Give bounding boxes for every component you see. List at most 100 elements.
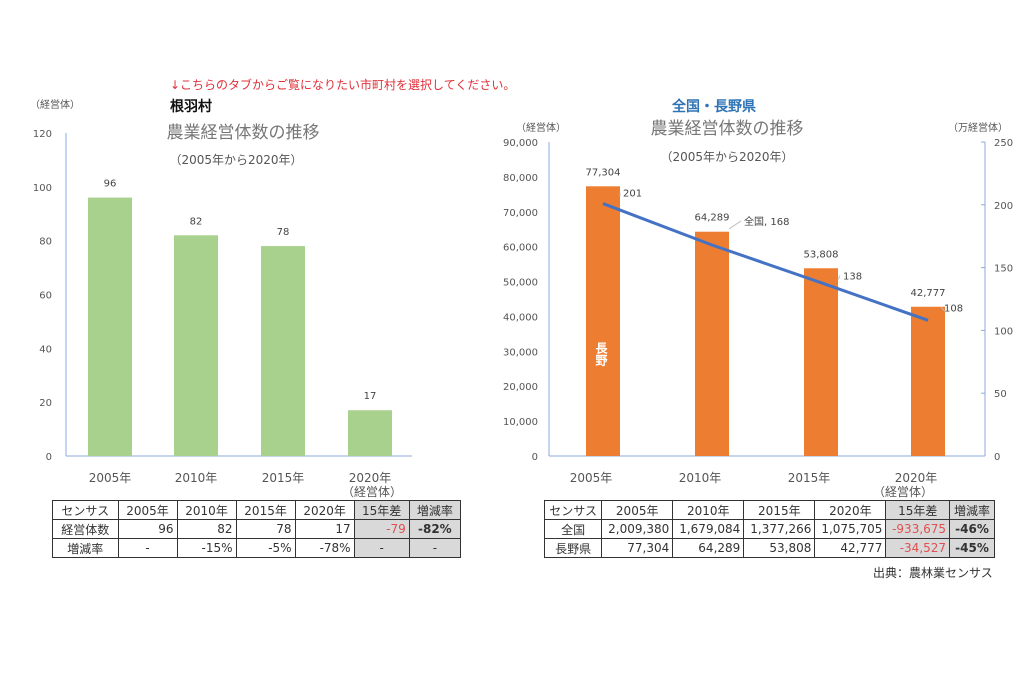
- y-axis-label: （経営体）: [516, 121, 566, 134]
- line-data-label: 108: [944, 303, 963, 314]
- column-header: 2015年: [235, 500, 296, 520]
- bar: [911, 306, 945, 456]
- bar-data-label: 42,777: [911, 288, 946, 299]
- y-tick-label: 50,000: [503, 278, 538, 289]
- table-cell: 82: [176, 519, 237, 539]
- column-header: センサス: [52, 500, 119, 520]
- x-tick-label: 2005年: [570, 471, 613, 485]
- y-tick-label: 60: [39, 291, 52, 302]
- y-tick-label: 20,000: [503, 382, 538, 393]
- y-tick-label: 10,000: [503, 417, 538, 428]
- y2-tick-label: 150: [994, 264, 1013, 275]
- y-tick-label: 0: [532, 452, 538, 463]
- table-cell: 増減率: [52, 538, 119, 558]
- bar-data-label: 64,289: [695, 213, 730, 224]
- village-table: センサス 2005年 2010年 2015年 2020年 15年差 増減率 経営体数 96 82 7…: [52, 500, 462, 558]
- y2-tick-label: 200: [994, 201, 1013, 212]
- bar: [88, 197, 132, 456]
- column-header: 2015年: [743, 500, 816, 520]
- column-header: 増減率: [408, 500, 462, 520]
- y-axis-label: （経営体）: [30, 98, 80, 111]
- bar: [174, 235, 218, 456]
- national-table: センサス 2005年 2010年 2015年 2020年 15年差 増減率 全国 2,009,3…: [543, 500, 995, 558]
- table-cell: -34,527: [885, 538, 951, 558]
- table-cell: 17: [294, 519, 355, 539]
- bar: [586, 186, 620, 457]
- y-tick-label: 100: [33, 183, 52, 194]
- x-tick-label: 2015年: [788, 471, 831, 485]
- y2-tick-label: 100: [994, 326, 1013, 337]
- series-name-label: 長野: [594, 341, 608, 367]
- bar-data-label: 53,808: [804, 249, 839, 260]
- table-cell: 2,009,380: [601, 519, 674, 539]
- national-prefecture-heading: 全国・長野県: [672, 99, 756, 115]
- table-cell: -: [117, 538, 178, 558]
- table-cell: -46%: [949, 519, 995, 539]
- y2-tick-label: 0: [994, 452, 1000, 463]
- table-row: 経営体数 96 82 78 17 -79 -82%: [52, 519, 462, 539]
- line-data-label: 全国, 168: [744, 215, 789, 228]
- table-row: 増減率 - -15% -5% -78% - -: [52, 538, 462, 558]
- table-cell: 長野県: [543, 538, 603, 558]
- y-tick-label: 0: [46, 452, 52, 463]
- y2-axis-label: （万経営体）: [948, 121, 1008, 134]
- y-tick-label: 40,000: [503, 312, 538, 323]
- bar-data-label: 77,304: [586, 167, 621, 178]
- table-cell: -78%: [294, 538, 355, 558]
- municipality-name: 根羽村: [170, 99, 212, 115]
- line-data-label: 138: [843, 272, 862, 283]
- table-cell: 経営体数: [52, 519, 119, 539]
- data-label: 17: [364, 391, 377, 402]
- column-header: 2010年: [176, 500, 237, 520]
- column-header: 2005年: [601, 500, 674, 520]
- table-cell: 64,289: [672, 538, 745, 558]
- leader-line: [728, 220, 742, 230]
- y2-tick-label: 250: [994, 138, 1013, 149]
- x-tick-label: 2005年: [89, 471, 132, 485]
- table-row: 長野県 77,304 64,289 53,808 42,777 -34,527 -45%: [543, 538, 995, 558]
- source-note: 出典：農林業センサス: [873, 566, 993, 580]
- column-header: 15年差: [353, 500, 410, 520]
- y-tick-label: 40: [39, 344, 52, 355]
- y-tick-label: 20: [39, 398, 52, 409]
- chart-title: 農業経営体数の推移: [651, 119, 804, 139]
- table-cell: 53,808: [743, 538, 816, 558]
- table-cell: -933,675: [885, 519, 951, 539]
- table-cell: 78: [235, 519, 296, 539]
- table-cell: 1,377,266: [743, 519, 816, 539]
- x-tick-label: 2010年: [175, 471, 218, 485]
- notice-text: ↓こちらのタブからご覧になりたい市町村を選択してください。: [170, 78, 516, 92]
- column-header: センサス: [543, 500, 603, 520]
- y-tick-label: 30,000: [503, 347, 538, 358]
- data-label: 78: [277, 227, 290, 238]
- bar: [804, 268, 838, 456]
- x-tick-label: 2010年: [679, 471, 722, 485]
- table-cell: -45%: [949, 538, 995, 558]
- table-cell: 96: [117, 519, 178, 539]
- chart-subtitle: （2005年から2020年）: [660, 150, 793, 164]
- table-cell: -79: [353, 519, 410, 539]
- bar: [695, 231, 729, 456]
- table-cell: -: [408, 538, 462, 558]
- y-tick-label: 60,000: [503, 243, 538, 254]
- column-header: 2020年: [814, 500, 887, 520]
- x-tick-label: 2020年: [349, 471, 392, 485]
- column-header: 2010年: [672, 500, 745, 520]
- table-cell: 1,679,084: [672, 519, 745, 539]
- column-header: 2005年: [117, 500, 178, 520]
- y-tick-label: 90,000: [503, 138, 538, 149]
- table-cell: -5%: [235, 538, 296, 558]
- table-header-row: センサス 2005年 2010年 2015年 2020年 15年差 増減率: [52, 500, 462, 520]
- y-tick-label: 70,000: [503, 208, 538, 219]
- x-tick-label: 2020年: [895, 471, 938, 485]
- leader-line: [940, 306, 946, 312]
- chart-subtitle: （2005年から2020年）: [169, 153, 302, 167]
- x-tick-label: 2015年: [262, 471, 305, 485]
- table-header-row: センサス 2005年 2010年 2015年 2020年 15年差 増減率: [543, 500, 995, 520]
- column-header: 増減率: [949, 500, 995, 520]
- bar: [261, 246, 305, 456]
- column-header: 15年差: [885, 500, 951, 520]
- table-cell: 42,777: [814, 538, 887, 558]
- table-cell: 77,304: [601, 538, 674, 558]
- table-cell: -82%: [408, 519, 462, 539]
